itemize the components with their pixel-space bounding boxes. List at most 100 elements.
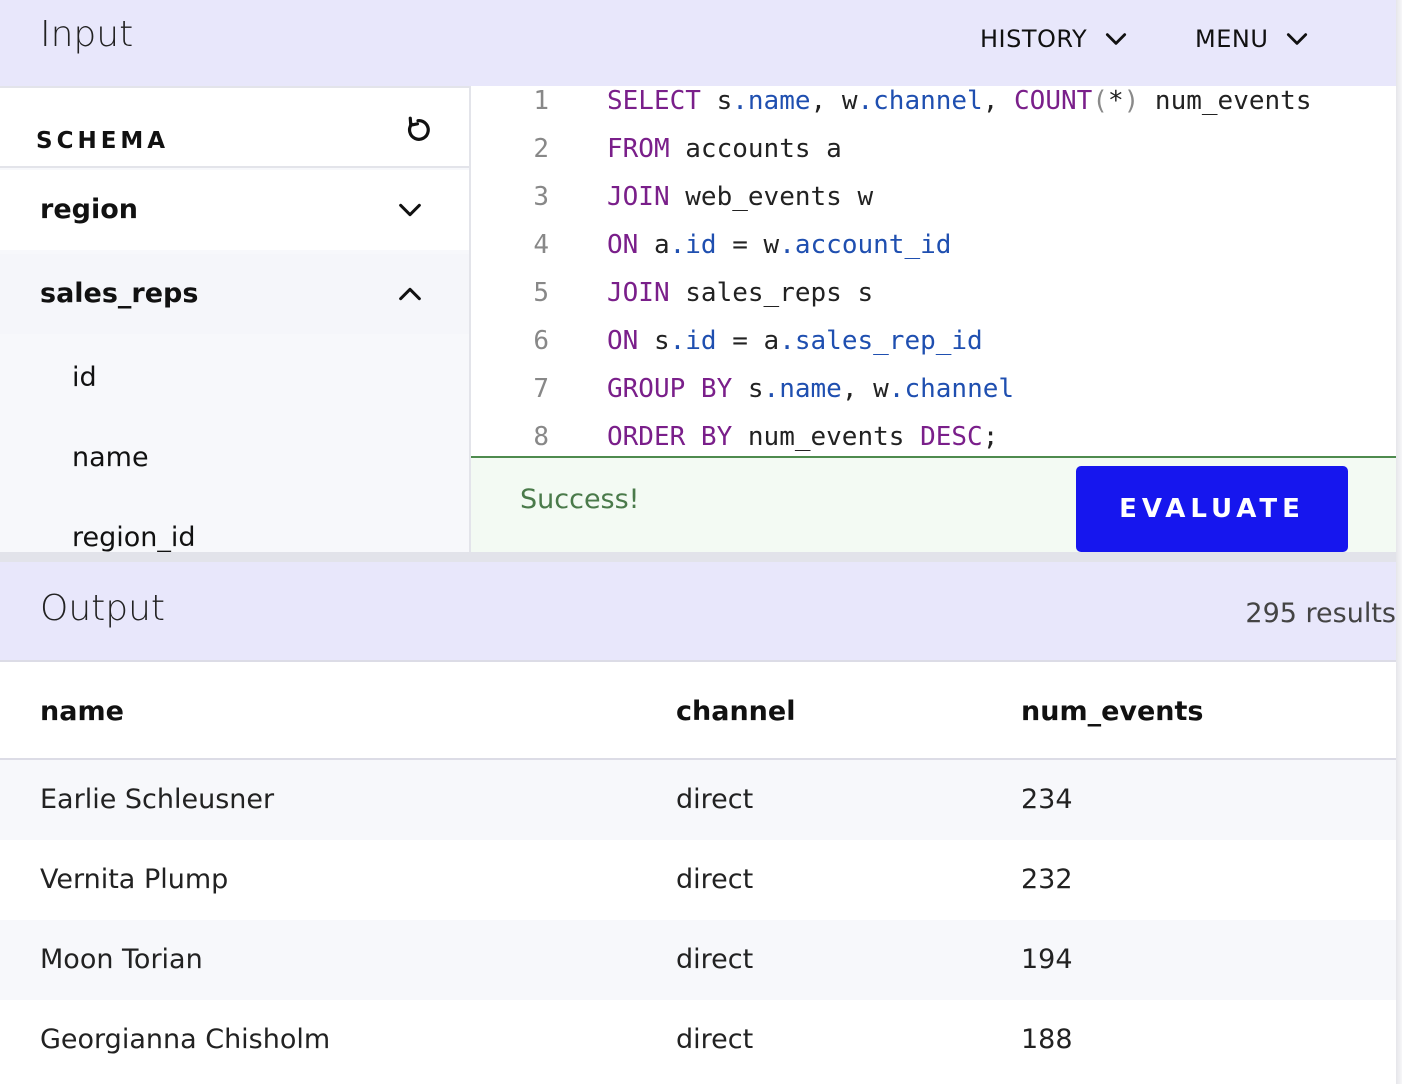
schema-table-region[interactable]: region <box>0 170 469 250</box>
code-text: JOIN sales_reps s <box>607 277 873 309</box>
cell-name: Vernita Plump <box>40 864 229 895</box>
cell-num-events: 194 <box>1021 944 1073 975</box>
code-token: .name <box>732 86 811 116</box>
chevron-down-icon <box>1106 33 1127 45</box>
output-header: Output 295 results <box>0 562 1396 662</box>
cell-name: Moon Torian <box>40 944 203 975</box>
code-token: .name <box>763 374 842 404</box>
code-token: num_events <box>1139 86 1312 116</box>
code-token: .id <box>669 230 717 260</box>
line-number: 7 <box>533 374 549 404</box>
code-token: ) <box>1123 86 1140 116</box>
code-token: SELECT <box>607 86 701 116</box>
code-token: = a <box>716 326 780 356</box>
code-token: ; <box>982 422 999 452</box>
code-text: ORDER BY num_events DESC; <box>607 421 998 453</box>
schema-table-name: sales_reps <box>40 278 199 309</box>
menu-dropdown[interactable]: MENU <box>1195 22 1310 56</box>
code-text: JOIN web_events w <box>607 181 873 213</box>
code-line[interactable]: 2 FROM accounts a <box>471 133 1396 181</box>
schema-column-region-id[interactable]: region_id <box>72 522 196 552</box>
line-number: 3 <box>533 182 549 212</box>
input-title: Input <box>40 14 134 55</box>
output-title: Output <box>40 588 166 629</box>
code-token: s <box>638 326 670 356</box>
code-token: * <box>1107 86 1124 116</box>
table-row: Moon Torian direct 194 <box>0 920 1396 1000</box>
code-token: .channel <box>888 374 1015 404</box>
cell-num-events: 232 <box>1021 864 1073 895</box>
code-token: , w <box>810 86 858 116</box>
table-row: Georgianna Chisholm direct 188 <box>0 1000 1396 1080</box>
code-token: FROM <box>607 134 670 164</box>
results-header-row: name channel num_events <box>0 664 1396 760</box>
code-token: JOIN <box>607 182 670 212</box>
menu-label: MENU <box>1195 25 1269 53</box>
history-label: HISTORY <box>980 25 1088 53</box>
status-message: Success! <box>520 484 640 515</box>
result-count: 295 results <box>1245 598 1396 629</box>
chevron-down-icon <box>399 203 421 217</box>
code-line[interactable]: 5 JOIN sales_reps s <box>471 277 1396 325</box>
code-token: sales_reps s <box>669 278 874 308</box>
sql-editor[interactable]: 1 SELECT s.name, w.channel, COUNT(*) num_… <box>471 86 1396 456</box>
table-row: Earlie Schleusner direct 234 <box>0 760 1396 840</box>
schema-panel: SCHEMA region sales_reps id name region_… <box>0 86 471 552</box>
line-number: 1 <box>533 86 549 116</box>
line-number: 8 <box>533 422 549 452</box>
code-text: ON s.id = a.sales_rep_id <box>607 325 983 357</box>
code-text: SELECT s.name, w.channel, COUNT(*) num_e… <box>607 86 1311 117</box>
reset-icon[interactable] <box>402 114 434 146</box>
schema-column-name[interactable]: name <box>72 442 149 473</box>
chevron-up-icon <box>399 287 421 301</box>
code-token: accounts a <box>669 134 842 164</box>
cell-name: Earlie Schleusner <box>40 784 275 815</box>
status-bar: Success! EVALUATE <box>471 456 1396 552</box>
code-token: ORDER BY <box>607 422 733 452</box>
code-token: JOIN <box>607 278 670 308</box>
history-dropdown[interactable]: HISTORY <box>980 22 1129 56</box>
line-number: 5 <box>533 278 549 308</box>
column-header-channel: channel <box>676 696 796 727</box>
schema-table-name: region <box>40 194 138 225</box>
code-line[interactable]: 7 GROUP BY s.name, w.channel <box>471 373 1396 421</box>
evaluate-button[interactable]: EVALUATE <box>1076 466 1348 552</box>
line-number: 6 <box>533 326 549 356</box>
code-token: .account_id <box>779 230 952 260</box>
line-number: 2 <box>533 134 549 164</box>
code-token: GROUP BY <box>607 374 733 404</box>
cell-channel: direct <box>676 784 754 815</box>
code-line[interactable]: 3 JOIN web_events w <box>471 181 1396 229</box>
code-text: FROM accounts a <box>607 133 842 165</box>
code-line[interactable]: 8 ORDER BY num_events DESC; <box>471 421 1396 456</box>
code-token: .id <box>669 326 717 356</box>
input-header: Input HISTORY MENU <box>0 0 1396 86</box>
cell-num-events: 234 <box>1021 784 1073 815</box>
schema-column-id[interactable]: id <box>72 362 97 393</box>
code-token: = w <box>716 230 780 260</box>
code-token: , w <box>841 374 889 404</box>
code-text: ON a.id = w.account_id <box>607 229 951 261</box>
code-token: a <box>638 230 670 260</box>
schema-table-sales-reps[interactable]: sales_reps <box>0 254 469 334</box>
cell-channel: direct <box>676 944 754 975</box>
code-token: num_events <box>732 422 921 452</box>
schema-label: SCHEMA <box>36 128 170 154</box>
cell-num-events: 188 <box>1021 1024 1073 1055</box>
code-token: COUNT <box>1014 86 1093 116</box>
code-token: , <box>982 86 1015 116</box>
code-line[interactable]: 6 ON s.id = a.sales_rep_id <box>471 325 1396 373</box>
code-line[interactable]: 1 SELECT s.name, w.channel, COUNT(*) num_… <box>471 86 1396 133</box>
cell-name: Georgianna Chisholm <box>40 1024 331 1055</box>
column-header-name: name <box>40 696 124 727</box>
code-token: ( <box>1092 86 1108 116</box>
column-header-num-events: num_events <box>1021 696 1204 727</box>
panel-divider[interactable] <box>0 552 1396 562</box>
code-token: .channel <box>857 86 983 116</box>
table-row: Vernita Plump direct 232 <box>0 840 1396 920</box>
code-line[interactable]: 4 ON a.id = w.account_id <box>471 229 1396 277</box>
code-token: .sales_rep_id <box>779 326 983 356</box>
cell-channel: direct <box>676 1024 754 1055</box>
code-token: ON <box>607 230 639 260</box>
code-token: DESC <box>920 422 983 452</box>
